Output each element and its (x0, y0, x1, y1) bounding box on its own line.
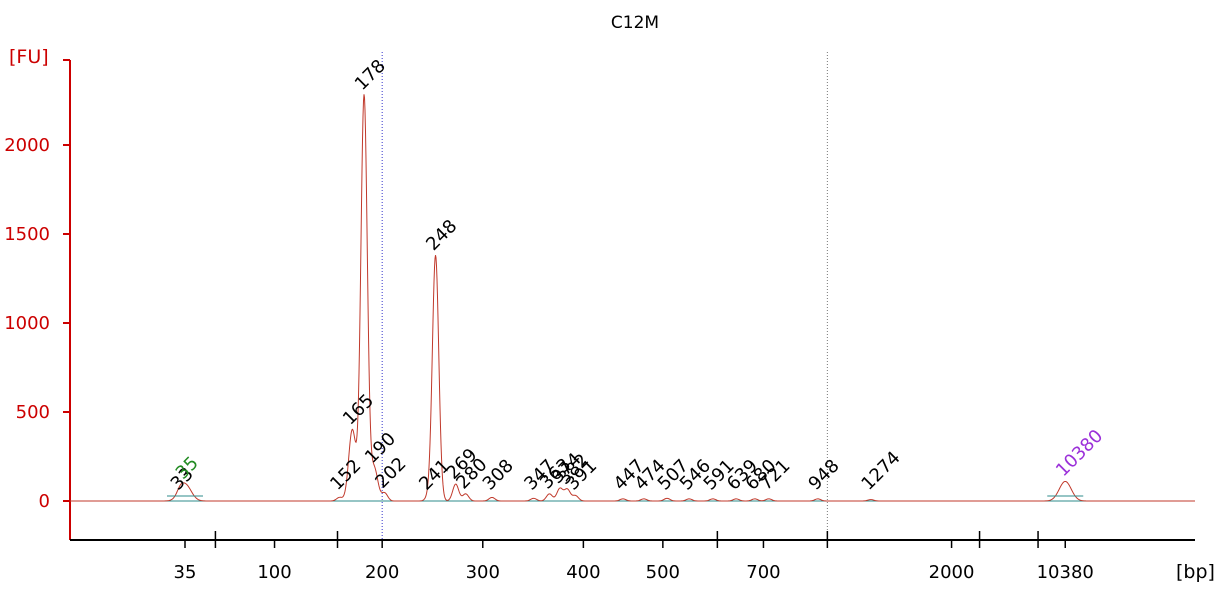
peak-label-178: 178 (351, 56, 390, 95)
x-axis-label: [bp] (1176, 561, 1215, 583)
y-axis-label: [FU] (9, 46, 49, 68)
x-tick-label-35: 35 (174, 562, 197, 583)
peak-label-165: 165 (339, 390, 378, 429)
peak-label-948: 948 (804, 455, 843, 494)
x-tick-label-2000: 2000 (929, 562, 975, 583)
y-tick-label-2000: 2000 (4, 135, 50, 156)
x-tick-label-100: 100 (257, 562, 291, 583)
peak-label-152: 152 (326, 455, 365, 494)
electropherogram-trace (70, 94, 1195, 502)
y-tick-label-500: 500 (16, 402, 50, 423)
x-tick-label-300: 300 (466, 562, 500, 583)
x-tick-label-10380: 10380 (1037, 562, 1094, 583)
peak-label-1274: 1274 (857, 447, 904, 494)
x-tick-label-700: 700 (746, 562, 780, 583)
x-tick-label-500: 500 (646, 562, 680, 583)
x-tick-label-400: 400 (566, 562, 600, 583)
peak-label-308: 308 (479, 455, 518, 494)
y-tick-label-0: 0 (39, 491, 50, 512)
chart-title: C12M (611, 13, 659, 33)
peak-label-248: 248 (422, 216, 461, 255)
peak-label-10380: 10380 (1052, 426, 1107, 481)
x-tick-label-200: 200 (365, 562, 399, 583)
y-tick-label-1500: 1500 (4, 224, 50, 245)
y-tick-label-1000: 1000 (4, 313, 50, 334)
